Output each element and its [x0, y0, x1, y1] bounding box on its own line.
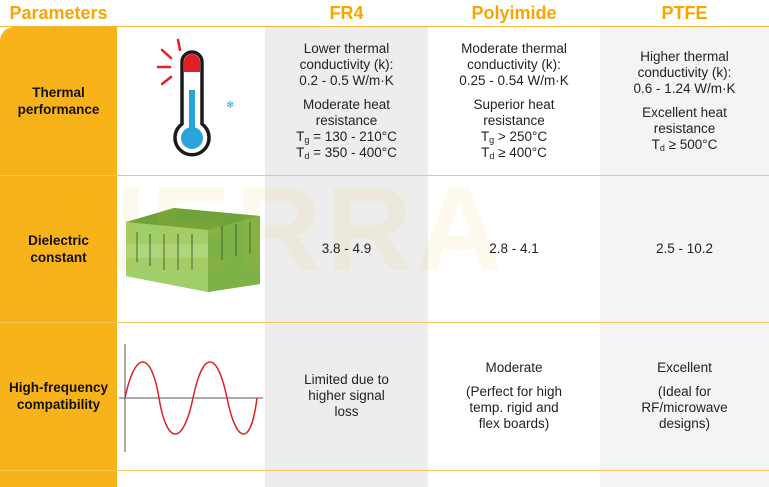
- symbol: T: [481, 145, 490, 160]
- paragraph: Moderate heat resistance Tg = 130 - 210°C T…: [296, 97, 397, 161]
- symbol: T: [296, 129, 305, 144]
- text-line: Td ≥ 500°C: [642, 137, 727, 153]
- paragraph: 2.5 - 10.2: [656, 241, 713, 257]
- cell: Moderate thermal conductivity (k): 0.25 - …: [428, 27, 600, 175]
- cell: 2.5 - 10.2: [600, 175, 769, 322]
- text-line: (Ideal for: [657, 384, 712, 399]
- paragraph: (Ideal for RF/microwave designs): [641, 384, 727, 432]
- text-line: resistance: [483, 113, 545, 128]
- cell: Higher thermal conductivity (k): 0.6 - 1.2…: [600, 27, 769, 175]
- text-line: Td = 350 - 400°C: [296, 145, 397, 161]
- text-line: Moderate thermal: [461, 41, 567, 56]
- text-line: 3.8 - 4.9: [321, 240, 372, 256]
- text-line: RF/microwave: [641, 400, 728, 415]
- fr4-column: [265, 27, 428, 487]
- subscript: g: [304, 135, 310, 145]
- row-label: Thermal performance: [17, 85, 100, 117]
- text-line: loss: [334, 404, 359, 419]
- cell: Excellent (Ideal for RF/microwave designs): [600, 322, 769, 470]
- text-line: Lower thermal: [303, 41, 390, 56]
- text-line: 0.6 - 1.24 W/m·K: [633, 81, 736, 96]
- text-line: 0.2 - 0.5 W/m·K: [299, 73, 394, 88]
- text: > 250°C: [494, 129, 548, 144]
- text-line: temp. rigid and: [469, 400, 559, 415]
- text-line: Td ≥ 400°C: [473, 145, 554, 161]
- paragraph: 3.8 - 4.9: [322, 241, 372, 257]
- paragraph: Moderate thermal conductivity (k): 0.25 - …: [459, 41, 569, 89]
- paragraph: Excellent: [657, 360, 712, 376]
- column-header: Polyimide: [471, 3, 557, 23]
- column-header: Parameters: [9, 3, 108, 23]
- paragraph: Limited due to higher signal loss: [304, 372, 389, 420]
- ptfe-column: [600, 27, 769, 487]
- label-column: [0, 27, 117, 487]
- paragraph: 2.8 - 4.1: [489, 241, 539, 257]
- text: ≥ 500°C: [664, 137, 718, 152]
- cell: Moderate (Perfect for high temp. rigid and…: [428, 322, 600, 470]
- text-line: Superior heat: [473, 97, 555, 112]
- divider: [0, 470, 769, 471]
- divider: [0, 322, 769, 323]
- paragraph: Lower thermal conductivity (k): 0.2 - 0.5 …: [299, 41, 394, 89]
- text-line: conductivity (k):: [299, 57, 394, 72]
- thermometer-icon: ❄: [156, 38, 234, 157]
- row-label: Dielectric constant: [28, 232, 89, 265]
- text-line: higher signal: [308, 388, 385, 403]
- text-line: Tg = 130 - 210°C: [296, 129, 397, 145]
- text-line: flex boards): [478, 416, 550, 431]
- symbol: T: [480, 129, 490, 144]
- subscript: d: [304, 151, 310, 161]
- column-header: PTFE: [661, 3, 708, 23]
- text-line: Moderate heat: [302, 97, 391, 112]
- sine-icon: [119, 344, 263, 452]
- paragraph: (Perfect for high temp. rigid and flex boa…: [466, 384, 562, 432]
- dielectric-icon: [126, 208, 260, 292]
- text-line: Higher thermal: [640, 49, 729, 64]
- cell: 2.8 - 4.1: [428, 175, 600, 322]
- text-line: Excellent heat: [642, 105, 727, 120]
- paragraph: Excellent heat resistance Td ≥ 500°C: [642, 105, 727, 153]
- text-line: conductivity (k):: [637, 65, 732, 80]
- text: ≥ 400°C: [494, 145, 547, 160]
- cell: Lower thermal conductivity (k): 0.2 - 0.5 …: [265, 27, 428, 175]
- symbol: T: [651, 137, 660, 152]
- svg-text:❄: ❄: [226, 100, 234, 111]
- text-line: conductivity (k):: [467, 57, 561, 72]
- paragraph: Superior heat resistance Tg > 250°C Td ≥ 40…: [473, 97, 554, 161]
- paragraph: Moderate: [485, 360, 542, 376]
- subscript: g: [489, 135, 495, 145]
- text-line: 2.5 - 10.2: [655, 240, 714, 256]
- subscript: d: [659, 143, 665, 153]
- text-line: 2.8 - 4.1: [489, 240, 539, 256]
- text-line: Limited due to: [304, 372, 389, 387]
- text-line: Tg > 250°C: [473, 129, 554, 145]
- text-line: designs): [658, 416, 710, 431]
- symbol: T: [296, 145, 305, 160]
- subscript: d: [489, 151, 495, 161]
- row-label: High-frequency compatibility: [8, 380, 108, 412]
- text-line: resistance: [653, 121, 716, 136]
- paragraph: Higher thermal conductivity (k): 0.6 - 1.2…: [633, 49, 735, 97]
- cell: 3.8 - 4.9: [265, 175, 428, 322]
- column-header: FR4: [329, 3, 364, 23]
- text-line: Moderate: [485, 360, 543, 375]
- text-line: resistance: [315, 113, 378, 128]
- text-line: Excellent: [657, 360, 712, 375]
- divider: [0, 26, 769, 27]
- text: = 350 - 400°C: [309, 145, 397, 160]
- text: = 130 - 210°C: [309, 129, 397, 144]
- text-line: (Perfect for high: [465, 384, 563, 399]
- cell: Limited due to higher signal loss: [265, 322, 428, 470]
- text-line: 0.25 - 0.54 W/m·K: [459, 73, 569, 88]
- divider: [0, 175, 769, 176]
